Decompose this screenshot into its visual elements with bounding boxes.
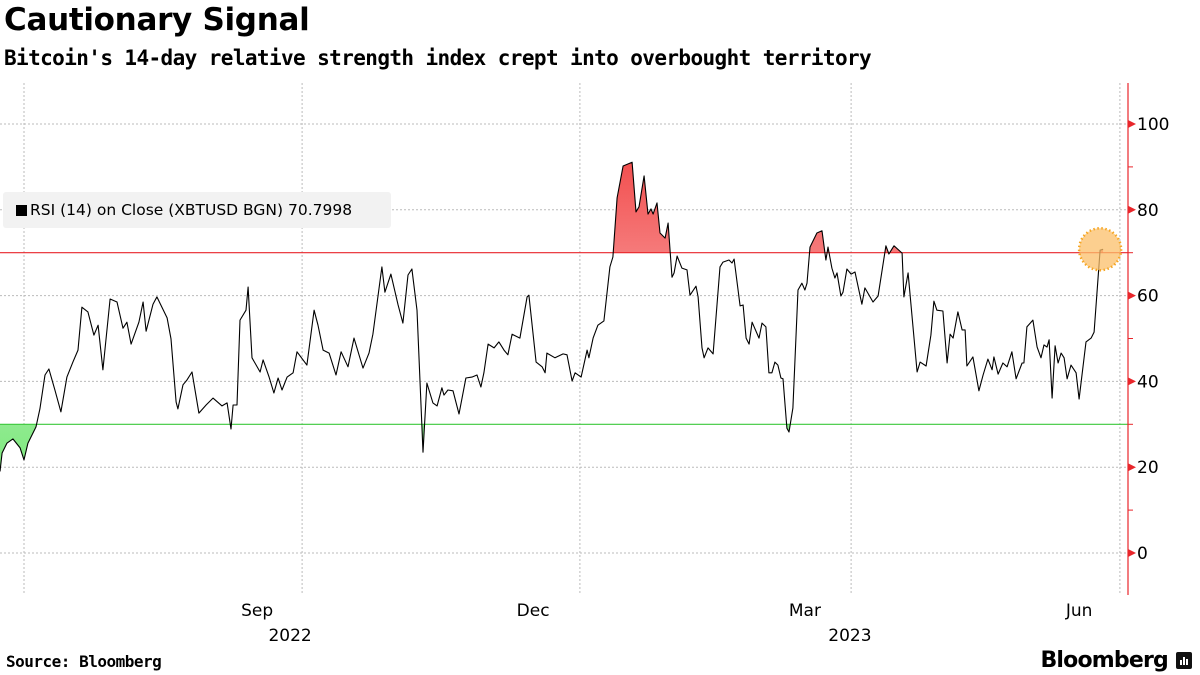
x-year-label: 2023	[828, 626, 871, 646]
source-note: Source: Bloomberg	[6, 652, 162, 671]
y-tick-marker	[1128, 463, 1136, 472]
y-tick-marker	[1128, 549, 1136, 557]
y-tick-label: 100	[1137, 115, 1169, 135]
latest-value-marker	[1077, 227, 1123, 272]
y-tick-marker	[1128, 205, 1136, 214]
bloomberg-logo: Bloomberg	[1040, 648, 1192, 673]
brand-text: Bloomberg	[1040, 648, 1168, 673]
legend-label: RSI (14) on Close (XBTUSD BGN) 70.7998	[30, 201, 353, 219]
chart-bars-icon	[1176, 652, 1192, 669]
x-tick-label: Dec	[517, 601, 550, 621]
legend-swatch	[16, 205, 27, 216]
y-tick-marker	[1128, 120, 1136, 128]
chart-subtitle: Bitcoin's 14-day relative strength index…	[4, 46, 872, 70]
y-tick-label: 40	[1137, 372, 1159, 392]
x-year-label: 2022	[268, 626, 311, 646]
y-tick-label: 0	[1137, 544, 1148, 564]
y-tick-label: 80	[1137, 201, 1159, 221]
legend: RSI (14) on Close (XBTUSD BGN) 70.7998	[3, 192, 391, 228]
overbought-fill	[613, 162, 1104, 253]
x-tick-label: Jun	[1065, 601, 1093, 621]
chart-title: Cautionary Signal	[4, 2, 310, 38]
y-tick-marker	[1128, 377, 1136, 386]
y-tick-label: 60	[1137, 287, 1159, 307]
y-tick-marker	[1128, 291, 1136, 300]
rsi-line	[0, 161, 1104, 472]
x-tick-label: Mar	[789, 601, 821, 621]
x-tick-label: Sep	[241, 601, 273, 621]
y-tick-label: 20	[1137, 458, 1159, 478]
